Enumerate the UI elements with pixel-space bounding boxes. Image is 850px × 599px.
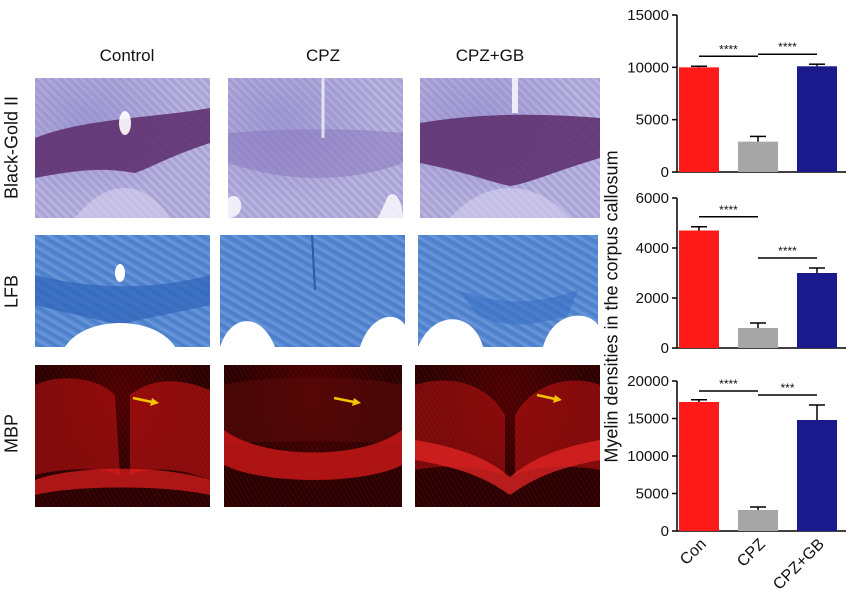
column-label-cpz-gb: CPZ+GB: [455, 46, 525, 65]
y-tick-label: 10000: [627, 448, 669, 465]
significance-label: ****: [719, 42, 738, 56]
column-label-control: Control: [99, 46, 155, 65]
micrograph-black-gold-control: [35, 78, 210, 218]
y-axis-label: Myelin densities in the corpus callosum: [601, 150, 622, 463]
y-tick-label: 15000: [627, 411, 669, 428]
micrograph-lfb-control: [35, 235, 210, 347]
row-label-mbp: MBP: [1, 414, 22, 454]
column-label-cpz: CPZ: [306, 46, 340, 65]
micrograph-lfb-cpz-gb: [418, 235, 598, 347]
micrograph-mbp-cpz: [224, 365, 402, 507]
y-tick-label: 15000: [627, 7, 669, 24]
micrograph-black-gold-cpz: [228, 78, 403, 218]
bar-con: [679, 67, 719, 172]
micrograph-black-gold-cpz-gb: [420, 78, 600, 218]
bar-cpz-gb: [797, 273, 837, 348]
bar-cpz: [738, 510, 778, 531]
x-tick-label: CPZ+GB: [770, 536, 828, 594]
significance-label: ****: [719, 377, 738, 391]
x-tick-label: Con: [677, 536, 710, 569]
row-label-lfb: LFB: [1, 275, 22, 309]
micrograph-lfb-cpz: [220, 235, 405, 347]
y-tick-label: 5000: [636, 486, 669, 503]
bar-cpz: [738, 141, 778, 172]
y-tick-label: 6000: [636, 190, 669, 207]
y-tick-label: 5000: [636, 112, 669, 129]
bar-cpz-gb: [797, 420, 837, 531]
significance-label: ****: [778, 244, 797, 258]
y-tick-label: 4000: [636, 240, 669, 257]
y-tick-label: 2000: [636, 290, 669, 307]
row-label-black-gold: Black-Gold II: [1, 95, 22, 200]
y-tick-label: 10000: [627, 59, 669, 76]
bar-cpz-gb: [797, 66, 837, 172]
y-tick-label: 0: [661, 523, 669, 540]
bar-con: [679, 402, 719, 531]
y-tick-label: 20000: [627, 373, 669, 390]
significance-label: ****: [778, 40, 797, 54]
bar-con: [679, 230, 719, 348]
bar-cpz: [738, 328, 778, 348]
significance-label: ****: [719, 203, 738, 217]
x-tick-label: CPZ: [734, 536, 769, 571]
significance-label: ***: [780, 381, 794, 395]
micrograph-mbp-cpz-gb: [415, 365, 600, 507]
y-tick-label: 0: [661, 164, 669, 181]
y-tick-label: 0: [661, 340, 669, 357]
micrograph-mbp-control: [35, 365, 210, 507]
